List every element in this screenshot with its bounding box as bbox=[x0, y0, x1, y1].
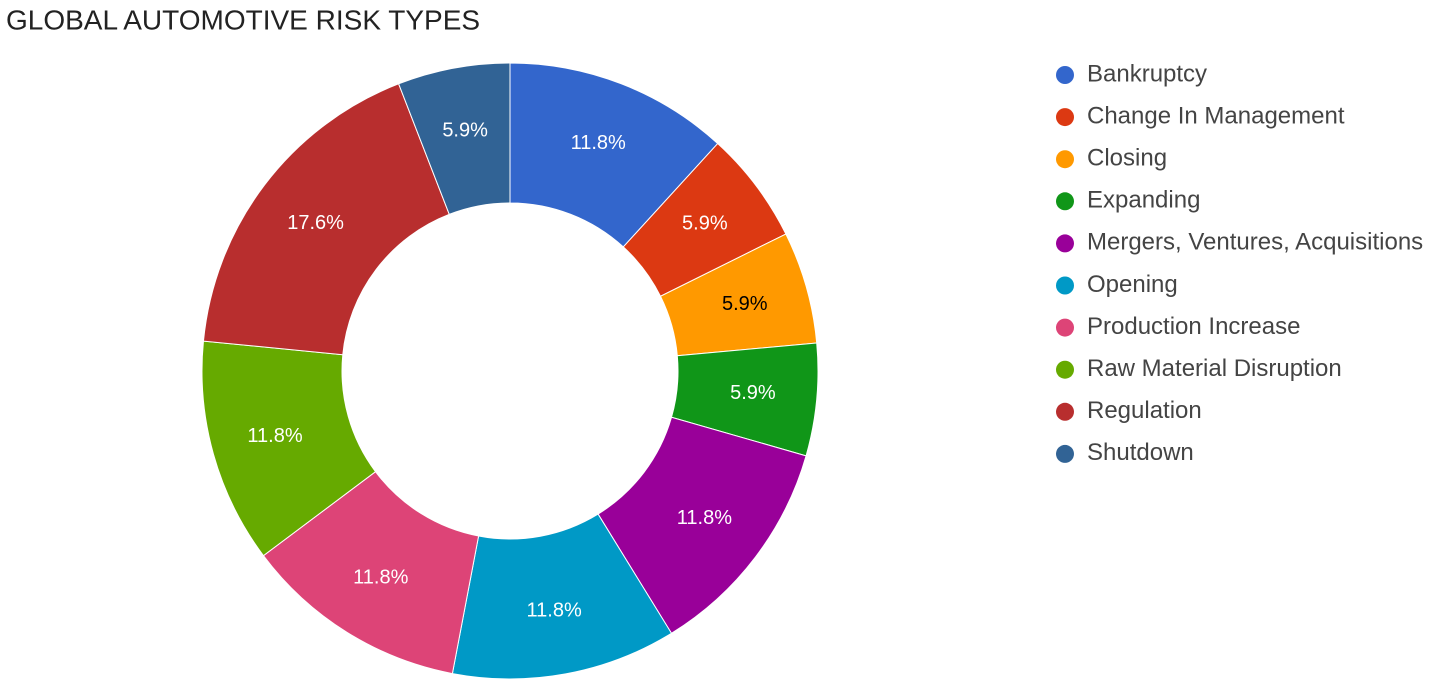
slice-label: 11.8% bbox=[571, 132, 626, 154]
slice-label: 5.9% bbox=[730, 382, 776, 404]
legend-label: Expanding bbox=[1087, 187, 1200, 214]
legend-marker bbox=[1056, 234, 1074, 253]
slice-label: 17.6% bbox=[287, 212, 344, 234]
legend-label: Bankruptcy bbox=[1087, 60, 1207, 87]
legend-label: Closing bbox=[1087, 145, 1167, 172]
slice-label: 5.9% bbox=[442, 119, 488, 141]
chart-title: GLOBAL AUTOMOTIVE RISK TYPES bbox=[6, 4, 480, 35]
slice-label: 11.8% bbox=[247, 425, 302, 447]
legend-marker bbox=[1056, 276, 1074, 295]
slice-label: 11.8% bbox=[527, 599, 582, 621]
legend-label: Change In Management bbox=[1087, 102, 1345, 129]
legend-marker bbox=[1056, 192, 1074, 211]
slice-label: 11.8% bbox=[677, 507, 732, 529]
legend-label: Mergers, Ventures, Acquisitions bbox=[1087, 229, 1423, 256]
legend-label: Shutdown bbox=[1087, 439, 1194, 466]
slice bbox=[397, 62, 511, 216]
legend-marker bbox=[1056, 444, 1074, 463]
slice-label: 11.8% bbox=[353, 566, 408, 588]
slice-label: 5.9% bbox=[722, 293, 768, 315]
legend-label: Opening bbox=[1087, 271, 1178, 298]
legend-marker bbox=[1056, 360, 1074, 379]
legend-marker bbox=[1056, 108, 1074, 127]
slice-label: 5.9% bbox=[682, 212, 728, 234]
legend-label: Raw Material Disruption bbox=[1087, 355, 1342, 382]
legend-label: Production Increase bbox=[1087, 313, 1300, 340]
legend-marker bbox=[1056, 150, 1074, 169]
legend-marker bbox=[1056, 318, 1074, 337]
legend-marker bbox=[1056, 402, 1074, 421]
legend-label: Regulation bbox=[1087, 397, 1202, 424]
legend-marker bbox=[1056, 66, 1074, 84]
slice bbox=[202, 83, 450, 356]
